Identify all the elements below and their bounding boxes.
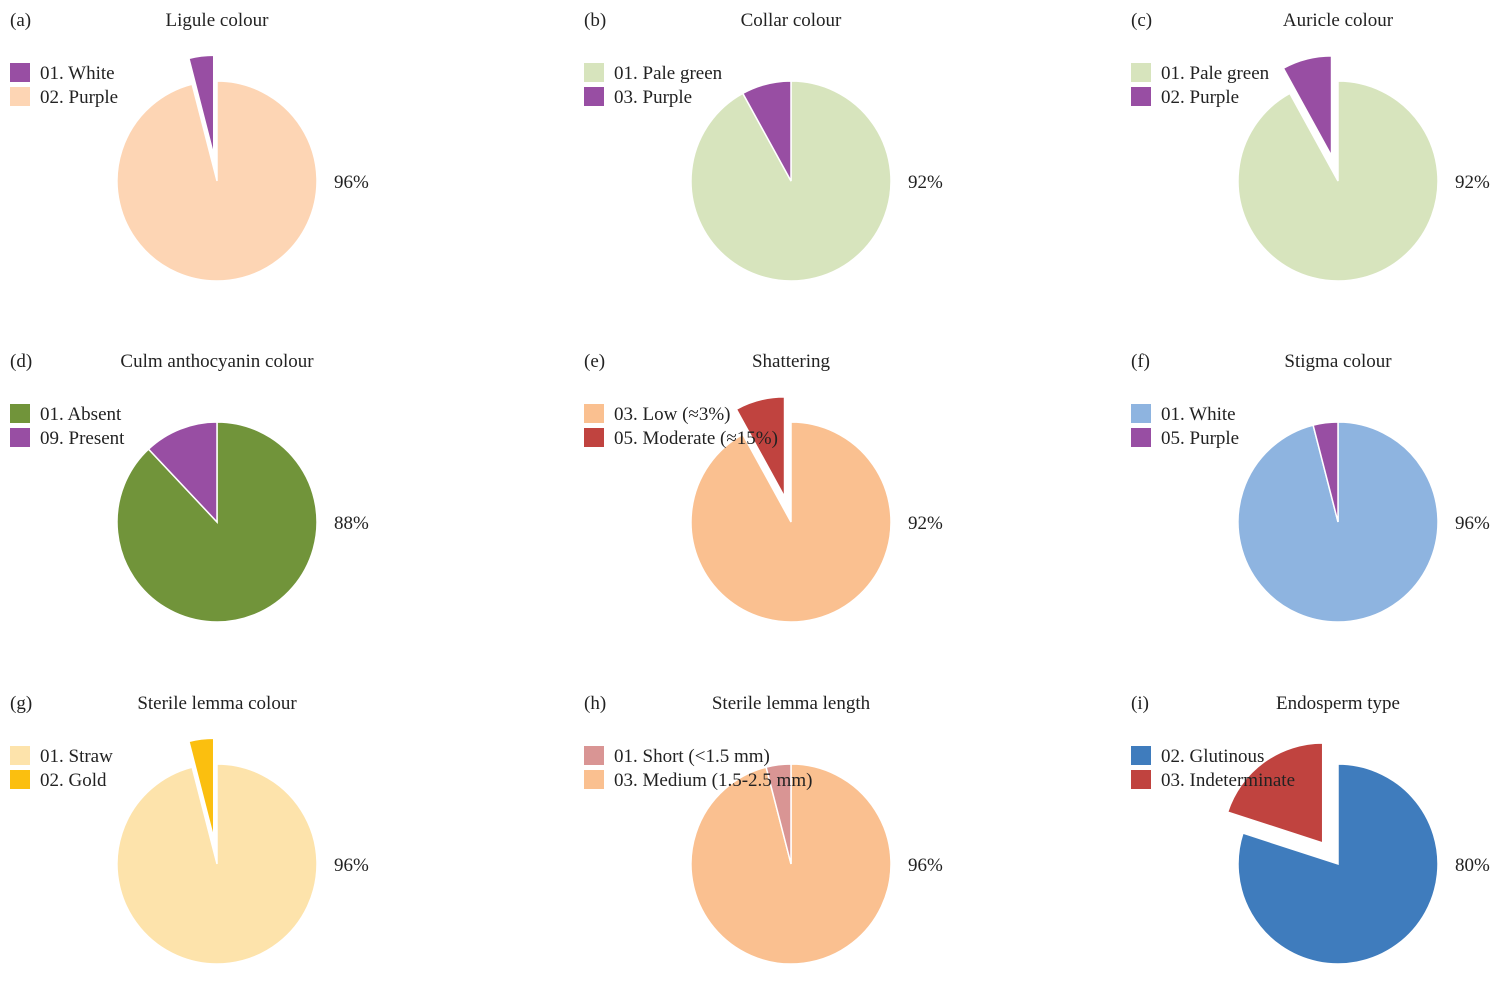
chart-title: Ligule colour [166, 10, 270, 31]
data-label: 88% [334, 513, 369, 534]
pie-slice [116, 80, 318, 282]
chart-title: Auricle colour [1283, 10, 1394, 31]
legend-label: 05. Purple [1161, 428, 1239, 449]
legend-swatch [584, 746, 604, 765]
chart-panel: (i) Endosperm type 80% 02. Glutinous 03. Ind… [1121, 683, 1503, 983]
panel-label: (d) [10, 351, 32, 372]
legend-swatch [1131, 87, 1151, 106]
legend-swatch [1131, 63, 1151, 82]
pie-chart-svg: (b) Collar colour 92% 01. Pale green 03. Pur… [584, 10, 943, 282]
pie-slice [187, 737, 215, 839]
data-label: 96% [1455, 513, 1490, 534]
chart-panel: (b) Collar colour 92% 01. Pale green 03. Pur… [574, 0, 1004, 300]
chart-panel: (a) Ligule colour 96% 01. White 02. Purple [0, 0, 430, 300]
chart-title: Collar colour [741, 10, 842, 31]
pie-slice [741, 80, 792, 182]
chart-panel: (d) Culm anthocyanin colour 88% 01. Absent 0… [0, 341, 430, 641]
pie-slice [147, 421, 218, 524]
pie-chart-svg: (f) Stigma colour 96% 01. White 05. Purple [1131, 351, 1490, 623]
legend-label: 02. Gold [40, 770, 107, 791]
legend-swatch [10, 746, 30, 765]
legend-swatch [10, 428, 30, 447]
legend-swatch [584, 428, 604, 447]
pie-slice [765, 763, 792, 865]
chart-panel: (e) Shattering 92% 03. Low (≈3%) 05. Moderat… [574, 341, 1004, 641]
legend-label: 01. Pale green [614, 63, 723, 84]
pie-slice [116, 763, 318, 965]
pie-slice [1312, 421, 1339, 523]
data-label: 92% [1455, 172, 1490, 193]
legend-swatch [1131, 770, 1151, 789]
legend-swatch [584, 404, 604, 423]
panel-label: (f) [1131, 351, 1150, 372]
pie-slice [690, 421, 892, 623]
legend-swatch [10, 87, 30, 106]
legend-swatch [10, 63, 30, 82]
data-label: 92% [908, 513, 943, 534]
pie-slice [187, 54, 215, 156]
pie-slice [735, 396, 786, 498]
legend-label: 03. Medium (1.5-2.5 mm) [614, 770, 812, 791]
legend-swatch [1131, 428, 1151, 447]
panel-label: (i) [1131, 693, 1149, 714]
chart-title: Sterile lemma colour [137, 693, 297, 714]
legend-label: 02. Glutinous [1161, 746, 1264, 767]
pie-slice [1237, 763, 1439, 965]
chart-title: Stigma colour [1284, 351, 1392, 372]
data-label: 96% [334, 855, 369, 876]
chart-panel: (c) Auricle colour 92% 01. Pale green 02. Pu… [1121, 0, 1503, 300]
legend-label: 02. Purple [1161, 87, 1239, 108]
pie-chart-svg: (a) Ligule colour 96% 01. White 02. Purple [10, 10, 369, 282]
pie-chart-svg: (d) Culm anthocyanin colour 88% 01. Absent 0… [10, 351, 369, 623]
legend-label: 02. Purple [40, 87, 118, 108]
legend-swatch [10, 770, 30, 789]
chart-panel: (h) Sterile lemma length 96% 01. Short (<1.… [574, 683, 1004, 983]
legend-label: 01. Absent [40, 404, 122, 425]
chart-title: Culm anthocyanin colour [120, 351, 314, 372]
pie-chart-svg: (c) Auricle colour 92% 01. Pale green 02. Pu… [1131, 10, 1490, 282]
legend-label: 01. White [1161, 404, 1236, 425]
legend-swatch [1131, 746, 1151, 765]
legend-label: 01. Short (<1.5 mm) [614, 746, 770, 767]
panel-label: (e) [584, 351, 605, 372]
data-label: 96% [334, 172, 369, 193]
legend-label: 05. Moderate (≈15%) [614, 428, 778, 449]
data-label: 92% [908, 172, 943, 193]
legend-label: 03. Purple [614, 87, 692, 108]
pie-chart-svg: (e) Shattering 92% 03. Low (≈3%) 05. Moderat… [584, 351, 943, 623]
chart-panel: (g) Sterile lemma colour 96% 01. Straw 02. G… [0, 683, 430, 983]
pie-chart-svg: (h) Sterile lemma length 96% 01. Short (<1.… [584, 693, 943, 965]
pie-slice [1282, 55, 1333, 157]
legend-label: 03. Indeterminate [1161, 770, 1295, 791]
pie-slice [1237, 80, 1439, 282]
data-label: 80% [1455, 855, 1490, 876]
legend-swatch [584, 87, 604, 106]
chart-title: Shattering [752, 351, 831, 372]
panel-label: (g) [10, 693, 32, 714]
panel-label: (b) [584, 10, 606, 31]
pie-slice [1226, 742, 1324, 844]
legend-swatch [10, 404, 30, 423]
legend-label: 01. Straw [40, 746, 113, 767]
chart-panel: (f) Stigma colour 96% 01. White 05. Purple [1121, 341, 1503, 641]
panel-label: (h) [584, 693, 606, 714]
panel-label: (a) [10, 10, 31, 31]
legend-label: 01. White [40, 63, 115, 84]
legend-swatch [584, 63, 604, 82]
legend-label: 01. Pale green [1161, 63, 1270, 84]
pie-chart-svg: (g) Sterile lemma colour 96% 01. Straw 02. G… [10, 693, 369, 965]
chart-title: Endosperm type [1276, 693, 1400, 714]
chart-title: Sterile lemma length [712, 693, 871, 714]
legend-label: 09. Present [40, 428, 125, 449]
pie-chart-svg: (i) Endosperm type 80% 02. Glutinous 03. Ind… [1131, 693, 1490, 965]
legend-swatch [584, 770, 604, 789]
legend-label: 03. Low (≈3%) [614, 404, 731, 425]
legend-swatch [1131, 404, 1151, 423]
panel-label: (c) [1131, 10, 1152, 31]
data-label: 96% [908, 855, 943, 876]
